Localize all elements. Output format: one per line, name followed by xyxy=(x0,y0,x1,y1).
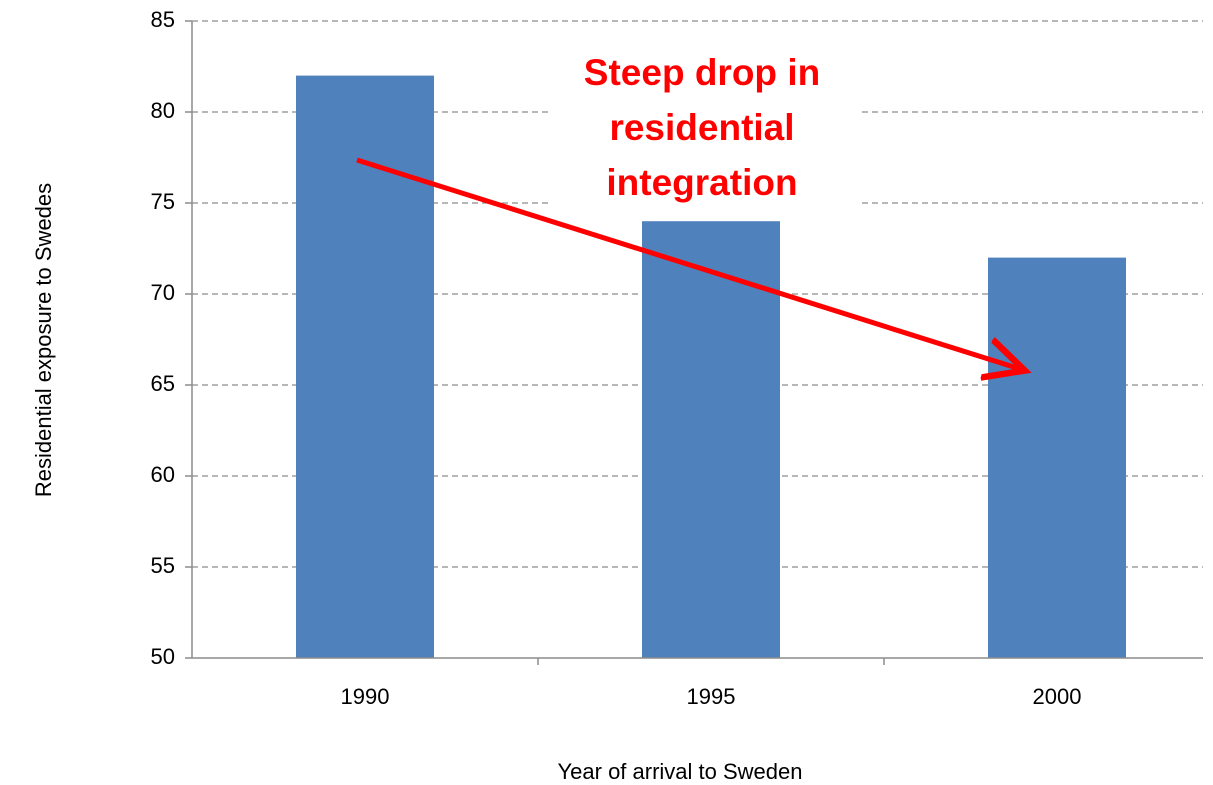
annotation-line: integration xyxy=(606,162,797,203)
y-tick-label: 60 xyxy=(151,462,175,487)
y-tick-label: 80 xyxy=(151,98,175,123)
annotation-line: residential xyxy=(609,107,794,148)
x-tick-label: 1995 xyxy=(687,684,736,709)
y-tick-label: 50 xyxy=(151,644,175,669)
trend-arrow xyxy=(356,157,1020,369)
y-tick-label: 70 xyxy=(151,280,175,305)
y-tick-label: 75 xyxy=(151,189,175,214)
annotation: Steep drop in residential integration xyxy=(584,52,820,203)
x-axis-label: Year of arrival to Sweden xyxy=(558,759,803,784)
x-tick-label: 1990 xyxy=(341,684,390,709)
bar xyxy=(642,221,780,658)
bars xyxy=(296,75,1126,659)
bar xyxy=(988,257,1126,658)
y-tick-label: 55 xyxy=(151,553,175,578)
bar xyxy=(296,75,434,659)
y-axis-label: Residential exposure to Swedes xyxy=(31,183,56,497)
y-tick-label: 85 xyxy=(151,7,175,32)
annotation-line: Steep drop in xyxy=(584,52,820,93)
x-tick-label: 2000 xyxy=(1033,684,1082,709)
annotation-background xyxy=(552,45,860,215)
y-tick-label: 65 xyxy=(151,371,175,396)
axes: 50 55 60 65 70 75 80 85 1990 1995 2000 xyxy=(151,7,1203,709)
